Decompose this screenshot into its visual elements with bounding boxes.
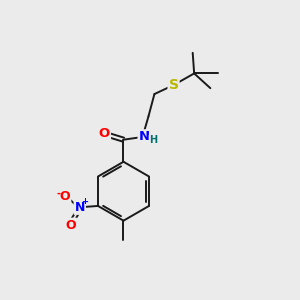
Text: H: H xyxy=(149,135,158,145)
Text: S: S xyxy=(169,78,178,92)
Text: O: O xyxy=(99,127,110,140)
Text: O: O xyxy=(66,219,76,232)
Text: O: O xyxy=(60,190,70,203)
Text: -: - xyxy=(56,188,61,198)
Text: N: N xyxy=(139,130,150,143)
Text: N: N xyxy=(75,201,85,214)
Text: +: + xyxy=(81,197,88,206)
